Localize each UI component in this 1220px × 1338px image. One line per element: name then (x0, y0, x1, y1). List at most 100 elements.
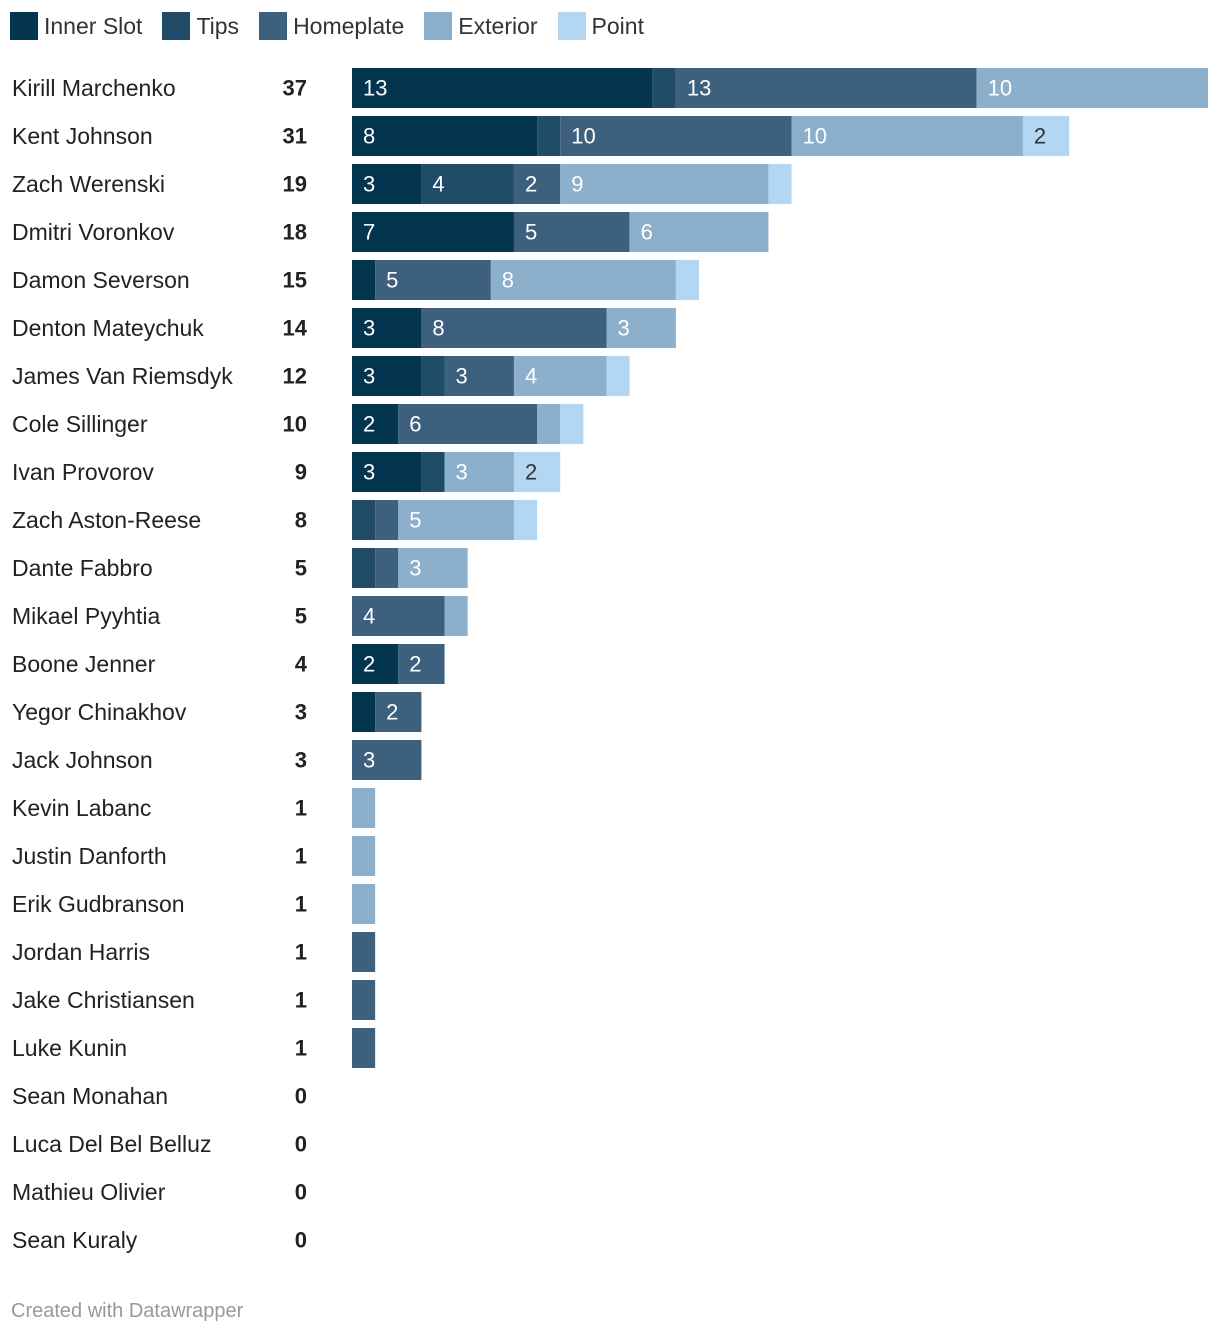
bar-value-label: 3 (456, 364, 468, 389)
bar-value-label: 8 (432, 316, 444, 341)
bar-row: Sean Monahan 0 (12, 1083, 307, 1109)
category-label: Mikael Pyyhtia (12, 603, 160, 629)
bar-row: Ivan Provorov 9 3 3 2 (12, 452, 561, 492)
footer-credit: Created with Datawrapper (11, 1300, 244, 1322)
bar-row: Mathieu Olivier 0 (12, 1179, 307, 1205)
total-label: 0 (295, 1084, 307, 1109)
bar-value-label: 3 (363, 460, 375, 485)
bar-row: Jack Johnson 3 3 (12, 740, 422, 780)
bar-value-label: 10 (988, 76, 1012, 101)
category-label: Denton Mateychuk (12, 315, 204, 341)
bar-row: Zach Werenski 19 3 4 2 9 (12, 164, 792, 204)
total-label: 31 (283, 124, 307, 149)
category-label: Yegor Chinakhov (12, 699, 187, 725)
bar-segment (560, 404, 584, 444)
total-label: 1 (295, 844, 307, 869)
bar-row: Luca Del Bel Belluz 0 (12, 1131, 307, 1157)
total-label: 0 (295, 1228, 307, 1253)
bar-row: Zach Aston-Reese 8 5 (12, 500, 538, 540)
category-label: Dmitri Voronkov (12, 219, 175, 245)
bar-segment (352, 68, 653, 108)
bar-segment (352, 452, 422, 492)
legend-item: Homeplate (259, 12, 404, 40)
bar-value-label: 7 (363, 220, 375, 245)
bar-row: Dmitri Voronkov 18 7 5 6 (12, 212, 769, 252)
bar-row: Kirill Marchenko 37 13 13 10 (12, 68, 1208, 108)
bar-value-label: 3 (409, 556, 421, 581)
total-label: 37 (283, 76, 307, 101)
bar-segment (444, 356, 514, 396)
category-label: Kent Johnson (12, 123, 153, 149)
bar-segment (352, 932, 376, 972)
bar-row: Denton Mateychuk 14 3 8 3 (12, 308, 676, 348)
bar-row: Mikael Pyyhtia 5 4 (12, 596, 468, 636)
category-label: Jake Christiansen (12, 987, 195, 1013)
category-label: Luca Del Bel Belluz (12, 1131, 211, 1157)
total-label: 19 (283, 172, 307, 197)
legend-label: Homeplate (293, 12, 405, 39)
category-label: Justin Danforth (12, 843, 167, 869)
bar-segment (606, 308, 676, 348)
category-label: Dante Fabbro (12, 555, 153, 581)
total-label: 3 (295, 748, 307, 773)
bar-segment (375, 260, 491, 300)
total-label: 10 (283, 412, 307, 437)
bar-segment (352, 500, 376, 540)
bar-row: Jordan Harris 1 (12, 932, 376, 972)
chart-legend: Inner Slot Tips Homeplate Exterior Point (10, 10, 664, 42)
bar-segment (513, 212, 630, 252)
bar-segment (352, 116, 538, 156)
bar-segment (398, 404, 538, 444)
bar-segment (421, 356, 445, 396)
bar-segment (513, 164, 561, 204)
bar-value-label: 3 (363, 316, 375, 341)
bar-segment (352, 740, 422, 780)
legend-item: Exterior (424, 12, 538, 40)
bar-segment (352, 164, 422, 204)
category-label: Jack Johnson (12, 747, 153, 773)
bar-row: James Van Riemsdyk 12 3 3 4 (12, 356, 630, 396)
bar-value-label: 2 (363, 412, 375, 437)
bar-segment (398, 500, 514, 540)
category-label: James Van Riemsdyk (12, 363, 233, 389)
category-label: Ivan Provorov (12, 459, 154, 485)
bar-row: Cole Sillinger 10 2 6 (12, 404, 584, 444)
bar-row: Justin Danforth 1 (12, 836, 376, 876)
bar-row: Boone Jenner 4 2 2 (12, 644, 445, 684)
bar-segment (398, 644, 445, 684)
legend-swatch (557, 12, 586, 40)
category-label: Mathieu Olivier (12, 1179, 166, 1205)
bar-value-label: 5 (386, 268, 398, 293)
bar-value-label: 2 (525, 460, 537, 485)
bar-segment (675, 260, 700, 300)
bar-row: Dante Fabbro 5 3 (12, 548, 468, 588)
bar-value-label: 5 (525, 220, 537, 245)
bar-row: Jake Christiansen 1 (12, 980, 376, 1020)
category-label: Zach Werenski (12, 171, 165, 197)
bar-value-label: 13 (687, 76, 711, 101)
legend-swatch (10, 12, 38, 40)
bar-value-label: 10 (571, 124, 595, 149)
bar-value-label: 4 (525, 364, 537, 389)
bar-segment (398, 548, 468, 588)
bar-segment (490, 260, 676, 300)
bar-segment (352, 404, 399, 444)
total-label: 1 (295, 892, 307, 917)
category-label: Zach Aston-Reese (12, 507, 201, 533)
legend-item: Tips (162, 12, 239, 40)
bar-segment (513, 500, 538, 540)
bar-row: Kevin Labanc 1 (12, 788, 376, 828)
bar-value-label: 5 (409, 508, 421, 533)
total-label: 12 (283, 364, 307, 389)
bar-segment (537, 116, 561, 156)
bar-segment (560, 164, 769, 204)
bar-segment (606, 356, 630, 396)
bar-segment (513, 356, 607, 396)
total-label: 18 (283, 220, 307, 245)
bar-value-label: 4 (432, 172, 444, 197)
category-label: Kirill Marchenko (12, 75, 176, 101)
bar-value-label: 9 (571, 172, 583, 197)
category-label: Erik Gudbranson (12, 891, 185, 917)
bar-row: Sean Kuraly 0 (12, 1227, 307, 1253)
bar-value-label: 2 (525, 172, 537, 197)
